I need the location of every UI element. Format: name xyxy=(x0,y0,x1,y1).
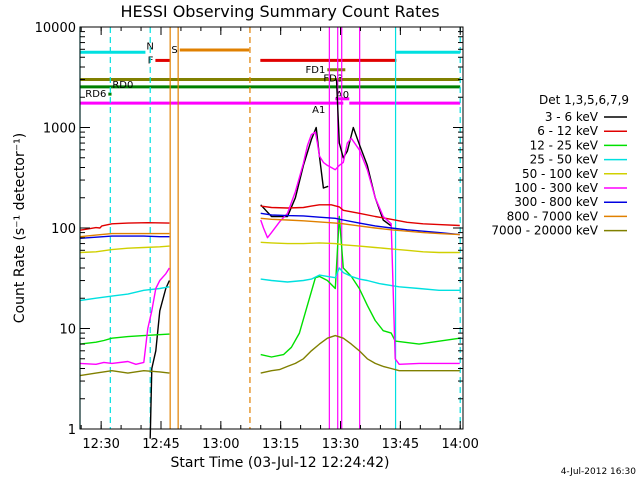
series-line xyxy=(79,215,460,358)
flag-label: FD1 xyxy=(306,65,326,76)
series-line xyxy=(79,212,460,239)
y-tick-label: 100 xyxy=(51,222,76,237)
flag-label: A0 xyxy=(336,90,349,101)
legend-label: 3 - 6 keV xyxy=(545,110,599,124)
series-line xyxy=(79,217,460,238)
chart-title: HESSI Observing Summary Count Rates xyxy=(120,2,439,21)
flag-label: N xyxy=(146,41,153,52)
series-line xyxy=(79,267,460,302)
y-tick-label: 1000 xyxy=(43,122,76,137)
series-line xyxy=(79,334,460,377)
series-line xyxy=(79,131,460,365)
x-axis-label: Start Time (03-Jul-12 12:24:42) xyxy=(170,455,389,471)
legend-label: 50 - 100 keV xyxy=(522,167,599,181)
legend-label: 7000 - 20000 keV xyxy=(491,224,598,238)
x-tick-label: 13:00 xyxy=(202,437,239,452)
series-line xyxy=(79,204,460,231)
series-line xyxy=(79,241,460,254)
legend-label: 100 - 300 keV xyxy=(514,181,598,195)
x-tick-label: 13:15 xyxy=(262,437,299,452)
flag-label: S xyxy=(171,45,177,56)
flag-label: A1 xyxy=(312,105,325,116)
flag-label: RD6 xyxy=(85,89,106,100)
y-tick-label: 10000 xyxy=(35,21,76,36)
x-tick-label: 13:30 xyxy=(322,437,359,452)
flags-layer: NSFFD1FD3RD0RD6A0A1 xyxy=(80,41,461,116)
flag-label: FD3 xyxy=(323,74,343,85)
y-axis-label: Count Rate (s⁻¹ detector⁻¹) xyxy=(12,133,28,323)
series-layer xyxy=(79,79,460,439)
y-tick-label: 1 xyxy=(68,423,76,438)
flag-label: RD0 xyxy=(112,80,133,91)
x-tick-label: 13:45 xyxy=(382,437,419,452)
y-tick-label: 10 xyxy=(59,323,76,338)
legend-label: 12 - 25 keV xyxy=(530,138,599,152)
legend-label: 6 - 12 keV xyxy=(537,124,599,138)
x-tick-label: 14:00 xyxy=(441,437,478,452)
axes-layer: 12:30 12:45 13:00 13:15 13:30 13:45 14:00 1 10 10… xyxy=(35,21,479,452)
legend-label: 300 - 800 keV xyxy=(514,195,598,209)
x-tick-label: 12:45 xyxy=(142,437,179,452)
footer-date: 4-Jul-2012 16:30 xyxy=(561,467,637,477)
x-tick-label: 12:30 xyxy=(82,437,119,452)
legend-title: Det 1,3,5,6,7,9 xyxy=(539,93,629,107)
legend-label: 800 - 7000 keV xyxy=(507,209,599,223)
legend-label: 25 - 50 keV xyxy=(530,153,599,167)
